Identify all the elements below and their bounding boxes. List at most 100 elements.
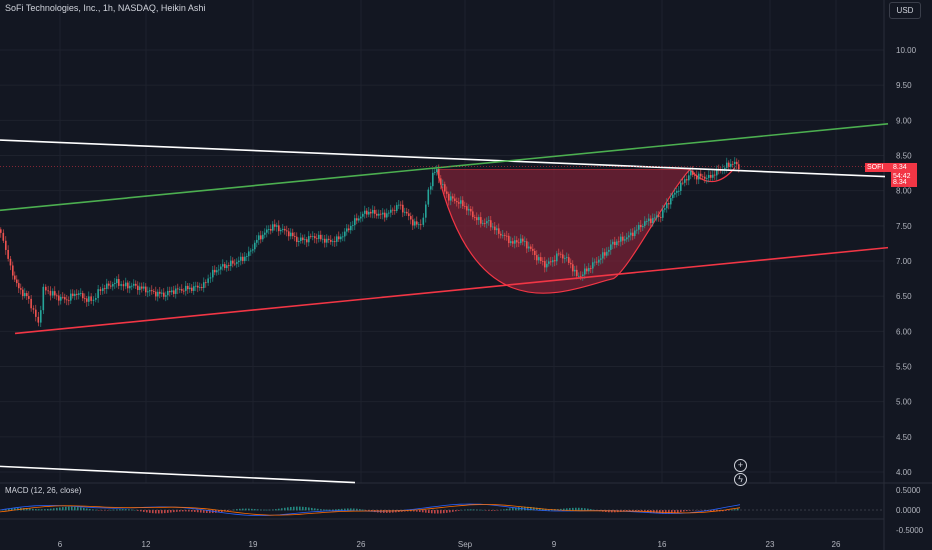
macd-hist-bar [110, 509, 112, 511]
candle-body [167, 290, 169, 296]
macd-hist-bar [287, 507, 289, 511]
candle-body [486, 221, 488, 224]
macd-hist-bar [560, 508, 562, 511]
macd-hist-bar [368, 510, 370, 512]
candle-body [498, 228, 500, 234]
macd-hist-bar [104, 510, 106, 511]
candle-body [240, 256, 242, 261]
candle-body [230, 260, 232, 267]
candle-body [308, 236, 310, 243]
candle-body [500, 233, 502, 236]
macd-hist-bar [227, 510, 229, 511]
candle-body [374, 209, 376, 214]
candle-body [326, 238, 328, 243]
candle-body [522, 238, 524, 242]
candle-body [714, 174, 716, 176]
candle-body [260, 235, 262, 240]
candle-body [528, 246, 530, 249]
candle-body [32, 308, 35, 310]
candle-body [580, 275, 582, 277]
macd-hist-bar [326, 509, 328, 511]
candle-body [302, 237, 304, 241]
macd-hist-bar [293, 506, 295, 511]
candle-body [76, 293, 78, 295]
candle-body [448, 193, 450, 201]
candle-body [438, 169, 440, 179]
plus-circle-icon[interactable]: + [734, 459, 747, 472]
macd-hist-bar [455, 510, 457, 512]
macd-hist-bar [62, 507, 64, 511]
macd-hist-bar [344, 508, 346, 511]
macd-hist-bar [737, 508, 739, 511]
candle-body [149, 290, 151, 292]
candle-body [626, 237, 628, 240]
currency-button[interactable]: USD [889, 2, 921, 19]
candle-body [710, 174, 712, 178]
macd-hist-bar [683, 510, 685, 512]
y-tick-label: 7.00 [896, 257, 912, 266]
candle-body [222, 264, 224, 267]
candle-body [282, 228, 284, 230]
macd-hist-bar [242, 508, 244, 511]
candle-body [314, 236, 316, 239]
macd-hist-bar [176, 510, 178, 512]
macd-hist-bar [5, 509, 7, 511]
macd-tick-label: 0.0000 [896, 506, 921, 515]
candle-body [254, 242, 256, 250]
candle-body [734, 161, 736, 165]
candle-body [234, 263, 236, 265]
macd-hist-bar [173, 510, 175, 513]
candle-body [195, 285, 197, 287]
candle-body [494, 226, 496, 231]
candle-body [456, 200, 458, 203]
candle-body [266, 229, 268, 233]
candle-body [62, 296, 64, 298]
lightning-circle-icon[interactable]: ϟ [734, 473, 747, 486]
lower-white-line [0, 465, 356, 484]
macd-hist-bar [296, 506, 298, 511]
candle-body [410, 216, 412, 220]
candle-body [218, 269, 220, 271]
macd-hist-bar [662, 510, 664, 514]
candle-body [450, 196, 452, 201]
candle-body [92, 299, 95, 301]
candle-body [442, 184, 444, 186]
macd-hist-bar [665, 510, 667, 514]
signal-line [0, 504, 741, 516]
candle-body [90, 296, 92, 301]
candle-body [732, 163, 734, 165]
macd-hist-bar [539, 508, 541, 511]
candle-body [86, 298, 88, 302]
macd-hist-bar [254, 509, 256, 511]
candle-body [660, 216, 662, 218]
candle-body [614, 241, 616, 246]
x-tick-label: 9 [552, 540, 557, 549]
candle-body [730, 163, 732, 167]
x-tick-label: 23 [766, 540, 775, 549]
candle-body [35, 309, 37, 317]
macd-hist-bar [725, 510, 727, 511]
candle-body [430, 186, 432, 190]
macd-hist-bar [671, 510, 673, 514]
macd-hist-bar [704, 510, 706, 511]
macd-hist-bar [341, 508, 343, 511]
handle-outline [689, 167, 736, 183]
candle-body [298, 240, 300, 243]
candle-body [520, 238, 522, 244]
candle-body [622, 236, 624, 241]
candle-body [350, 225, 352, 231]
y-tick-label: 6.50 [896, 292, 912, 301]
candle-body [386, 213, 388, 218]
macd-label: MACD (12, 26, close) [5, 486, 82, 495]
macd-hist-bar [245, 508, 247, 511]
macd-hist-bar [710, 510, 712, 512]
candle-body [280, 229, 282, 232]
candle-body [84, 298, 86, 300]
candle-body [9, 258, 12, 266]
candle-body [5, 240, 7, 250]
candle-body [526, 241, 528, 249]
candle-body [187, 285, 189, 290]
macd-hist-bar [53, 508, 55, 511]
macd-hist-bar [452, 510, 454, 512]
